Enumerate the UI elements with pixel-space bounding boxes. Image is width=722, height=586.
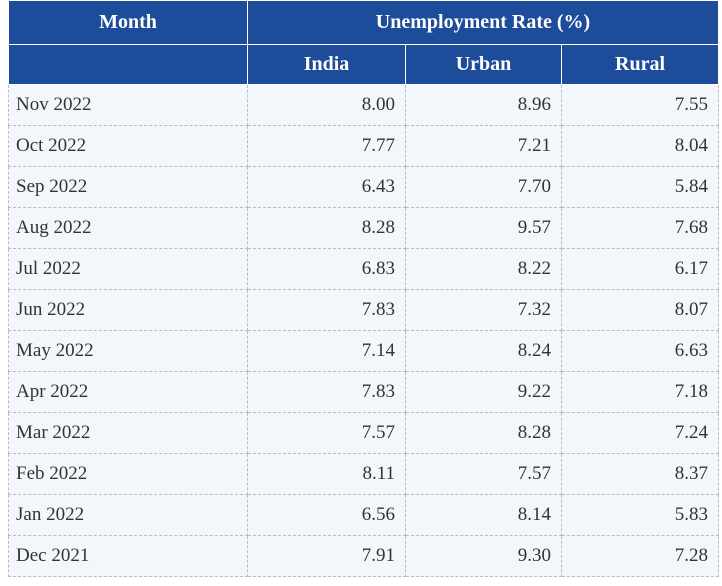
rate-cell: 8.11 (247, 453, 406, 495)
table-row: Jul 2022 6.83 8.22 6.17 (8, 248, 720, 290)
month-cell: Jan 2022 (8, 494, 248, 536)
rate-cell: 7.83 (247, 289, 406, 331)
header-column: India (247, 44, 406, 85)
rate-cell: 7.57 (405, 453, 562, 495)
header-group: Unemployment Rate (%) (246, 0, 720, 45)
month-cell: Mar 2022 (8, 412, 248, 454)
rate-cell: 7.55 (560, 84, 720, 126)
table-container: Month Unemployment Rate (%) India Urban Ru… (8, 0, 720, 577)
table-row: Jan 2022 6.56 8.14 5.83 (8, 494, 720, 536)
month-cell: May 2022 (8, 330, 248, 372)
rate-cell: 7.24 (560, 412, 720, 454)
table-row: Jun 2022 7.83 7.32 8.07 (8, 289, 720, 331)
rate-cell: 7.18 (560, 371, 720, 413)
month-cell: Dec 2021 (8, 535, 248, 577)
rate-cell: 8.28 (247, 207, 406, 249)
table-row: Nov 2022 8.00 8.96 7.55 (8, 84, 720, 126)
month-cell: Apr 2022 (8, 371, 248, 413)
header-column: Rural (560, 44, 720, 85)
rate-cell: 6.83 (247, 248, 406, 290)
rate-cell: 6.63 (560, 330, 720, 372)
rate-cell: 9.30 (405, 535, 562, 577)
rate-cell: 8.04 (560, 125, 720, 167)
table-row: Apr 2022 7.83 9.22 7.18 (8, 371, 720, 413)
rate-cell: 9.57 (405, 207, 562, 249)
table-row: Dec 2021 7.91 9.30 7.28 (8, 535, 720, 577)
month-cell: Nov 2022 (8, 84, 248, 126)
rate-cell: 7.83 (247, 371, 406, 413)
rate-cell: 8.37 (560, 453, 720, 495)
month-cell: Feb 2022 (8, 453, 248, 495)
rate-cell: 7.91 (247, 535, 406, 577)
header-column: Urban (405, 44, 562, 85)
rate-cell: 7.57 (247, 412, 406, 454)
rate-cell: 8.00 (247, 84, 406, 126)
table-row: Mar 2022 7.57 8.28 7.24 (8, 412, 720, 454)
unemployment-table: Month Unemployment Rate (%) India Urban Ru… (8, 0, 720, 577)
header-blank (8, 44, 248, 85)
month-cell: Jul 2022 (8, 248, 248, 290)
rate-cell: 7.14 (247, 330, 406, 372)
rate-cell: 7.21 (405, 125, 562, 167)
month-cell: Oct 2022 (8, 125, 248, 167)
rate-cell: 6.56 (247, 494, 406, 536)
rate-cell: 8.24 (405, 330, 562, 372)
rate-cell: 9.22 (405, 371, 562, 413)
rate-cell: 8.22 (405, 248, 562, 290)
rate-cell: 5.84 (560, 166, 720, 208)
rate-cell: 7.28 (560, 535, 720, 577)
table-row: Sep 2022 6.43 7.70 5.84 (8, 166, 720, 208)
header-month: Month (8, 0, 248, 45)
rate-cell: 8.14 (405, 494, 562, 536)
rate-cell: 7.77 (247, 125, 406, 167)
rate-cell: 6.43 (247, 166, 406, 208)
rate-cell: 7.32 (405, 289, 562, 331)
rate-cell: 8.07 (560, 289, 720, 331)
rate-cell: 6.17 (560, 248, 720, 290)
rate-cell: 7.70 (405, 166, 562, 208)
table-row: Oct 2022 7.77 7.21 8.04 (8, 125, 720, 167)
table-row: Feb 2022 8.11 7.57 8.37 (8, 453, 720, 495)
month-cell: Aug 2022 (8, 207, 248, 249)
table-row: May 2022 7.14 8.24 6.63 (8, 330, 720, 372)
rate-cell: 8.28 (405, 412, 562, 454)
month-cell: Sep 2022 (8, 166, 248, 208)
rate-cell: 5.83 (560, 494, 720, 536)
rate-cell: 7.68 (560, 207, 720, 249)
table-row: Aug 2022 8.28 9.57 7.68 (8, 207, 720, 249)
month-cell: Jun 2022 (8, 289, 248, 331)
rate-cell: 8.96 (405, 84, 562, 126)
